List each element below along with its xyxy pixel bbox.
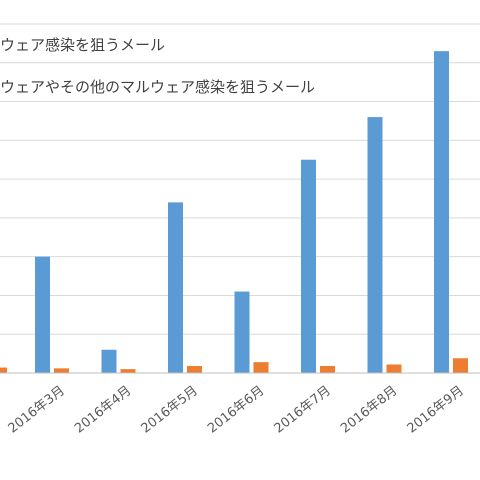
bar-series-2 (320, 366, 335, 373)
bar-series-2 (54, 368, 69, 373)
x-tick-labels: 2016年3月 2016年4月 2016年5月 2016年6月 2016年7月 2016年… (6, 383, 467, 436)
bar-series-2 (386, 364, 402, 373)
x-tick-label: 2016年5月 (139, 383, 201, 436)
x-tick-label: 2016年6月 (205, 383, 267, 436)
gridlines (0, 23, 480, 335)
bar-series-1 (367, 117, 383, 373)
legend: ウェア感染を狙うメール ウェアやその他のマルウェア感染を狙うメール (0, 36, 315, 96)
x-tick-label: 2016年3月 (6, 383, 68, 436)
bar-series-2 (187, 366, 202, 373)
x-tick-label: 2016年4月 (72, 383, 134, 436)
bar-series-1 (101, 349, 117, 373)
bar-series-2 (120, 369, 136, 373)
bar-series-2 (253, 362, 269, 373)
legend-label-series-1: ウェア感染を狙うメール (0, 36, 165, 54)
bar-partial-orange (0, 367, 7, 373)
bar-series-1 (234, 291, 250, 373)
x-tick-label: 2016年8月 (338, 383, 400, 436)
x-tick-label: 2016年9月 (405, 383, 467, 436)
bar-series-1 (168, 202, 183, 373)
bar-series-1 (434, 51, 449, 374)
bars (0, 51, 468, 374)
bar-series-2 (453, 358, 468, 373)
bar-series-1 (301, 159, 316, 373)
bar-series-1 (35, 256, 50, 373)
x-tick-label: 2016年7月 (272, 383, 334, 436)
legend-label-series-2: ウェアやその他のマルウェア感染を狙うメール (0, 78, 315, 96)
